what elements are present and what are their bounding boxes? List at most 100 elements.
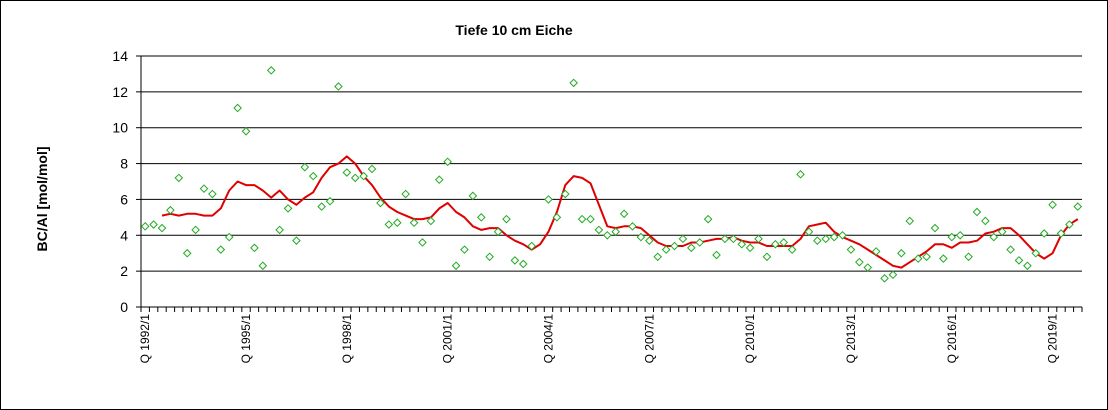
data-point [846,245,856,254]
data-point [258,261,268,271]
data-point [829,232,839,242]
x-tick-label: Q 1998/1 [340,314,354,364]
data-point [1065,220,1074,229]
data-point [174,173,184,183]
data-point [863,263,873,272]
data-point [1014,256,1024,265]
data-point [401,189,410,199]
data-point [981,216,990,226]
x-tick-label: Q 2004/1 [541,314,555,364]
data-point [1056,229,1066,238]
data-point [544,195,553,204]
data-point [653,252,663,262]
data-point [737,239,747,249]
data-point [502,214,511,224]
data-point [376,198,385,208]
x-tick-label: Q 1992/1 [138,314,152,364]
data-point [880,274,889,283]
data-point [1048,200,1057,210]
y-tick-label: 2 [120,263,128,279]
data-point [787,245,797,254]
data-point [771,239,780,249]
data-point [359,171,368,181]
data-point [813,236,822,245]
data-point [476,213,486,222]
data-point [754,234,763,244]
data-point [317,202,326,211]
data-point [695,238,705,247]
data-point [905,216,915,226]
data-point [569,78,578,88]
data-point [224,232,234,242]
data-point [342,168,352,177]
y-tick-label: 10 [112,120,128,136]
chart-title: Tiefe 10 cm Eiche [455,22,572,38]
data-point [838,230,847,240]
data-point [149,220,158,229]
data-point [182,248,192,258]
data-point [250,243,259,253]
data-point [897,248,906,258]
data-point [939,254,948,263]
data-point [443,157,452,167]
data-point [855,257,864,267]
data-point [510,256,520,265]
data-point [518,259,528,269]
data-point [216,245,226,254]
data-point [636,232,646,242]
data-point [661,245,671,254]
data-point [888,270,898,280]
data-point [997,227,1007,237]
data-point [325,196,335,206]
data-point [283,204,293,213]
data-point [745,243,755,253]
data-point [384,220,394,229]
data-point [972,207,982,217]
data-point [678,234,688,244]
data-point [619,209,629,219]
y-tick-label: 0 [120,299,128,315]
data-point [602,230,612,240]
data-point [392,218,402,228]
data-points [140,66,1083,283]
data-point [199,184,209,193]
data-point [275,225,284,235]
data-point [334,82,343,91]
data-point [762,252,772,262]
data-point [1031,248,1041,258]
data-point [1023,261,1032,271]
data-point [871,247,881,256]
y-tick-label: 12 [112,84,128,100]
y-tick-label: 6 [120,191,128,207]
data-point [577,214,587,224]
x-tick-label: Q 2019/1 [1046,314,1060,364]
data-point [796,170,805,179]
data-point [1006,245,1015,254]
data-point [989,232,999,242]
data-point [729,234,738,244]
data-point [485,252,494,262]
data-point [955,230,965,240]
data-point [166,205,175,215]
axes [140,56,1082,308]
data-point [157,223,167,233]
x-tick-label: Q 1995/1 [239,314,253,364]
data-point [913,254,923,263]
x-tick-label: Q 2010/1 [743,314,757,364]
data-point [1073,202,1083,211]
data-point [628,222,637,231]
data-point [451,261,461,271]
data-point [493,227,503,237]
x-tick-label: Q 2007/1 [642,314,656,364]
data-point [300,162,310,172]
data-point [712,250,721,260]
data-point [191,225,200,235]
data-point [409,218,419,228]
data-point [947,232,957,242]
data-point [964,252,973,262]
data-point [594,225,604,235]
data-point [140,222,150,231]
moving-average-path [161,155,1079,269]
